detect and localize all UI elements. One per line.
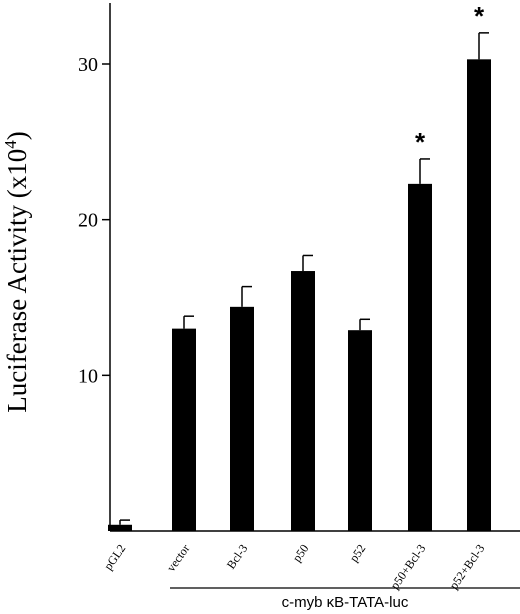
bar [408, 183, 432, 531]
group-label: c-myb κB-TATA-luc [282, 594, 409, 611]
category-label: Bcl-3 [224, 542, 251, 572]
bar [108, 524, 132, 531]
category-label: p52+Bcl-3 [446, 542, 487, 592]
significance-marker: * [415, 127, 426, 157]
y-axis-title: Luciferase Activity (x104) [1, 131, 32, 412]
y-axis: 10 20 30 [78, 3, 111, 531]
significance-marker: * [474, 1, 485, 31]
y-axis-title-superscript: 4 [1, 140, 20, 149]
category-label: p50+Bcl-3 [387, 542, 428, 592]
category-label: vector [164, 542, 193, 575]
y-tick-label: 30 [78, 54, 98, 76]
bar [291, 271, 315, 531]
significance-markers: ** [415, 1, 485, 157]
bar [172, 328, 196, 531]
bars [108, 59, 491, 532]
y-tick-label: 20 [78, 210, 98, 232]
bar [467, 59, 491, 532]
category-labels: pGL2 vector Bcl-3 p50 p52 p50+Bcl-3 p52+Bcl-3 [101, 542, 488, 592]
y-tick-label: 10 [78, 365, 98, 387]
bar [348, 330, 372, 531]
error-bars [119, 32, 489, 525]
y-axis-title-text: Luciferase Activity (x10 [2, 149, 32, 413]
category-label: pGL2 [101, 542, 129, 573]
category-label: p52 [347, 542, 369, 565]
category-label: p50 [290, 542, 312, 565]
bar [230, 306, 254, 531]
group-annotation: c-myb κB-TATA-luc [170, 587, 520, 611]
y-axis-title-close: ) [2, 131, 32, 140]
